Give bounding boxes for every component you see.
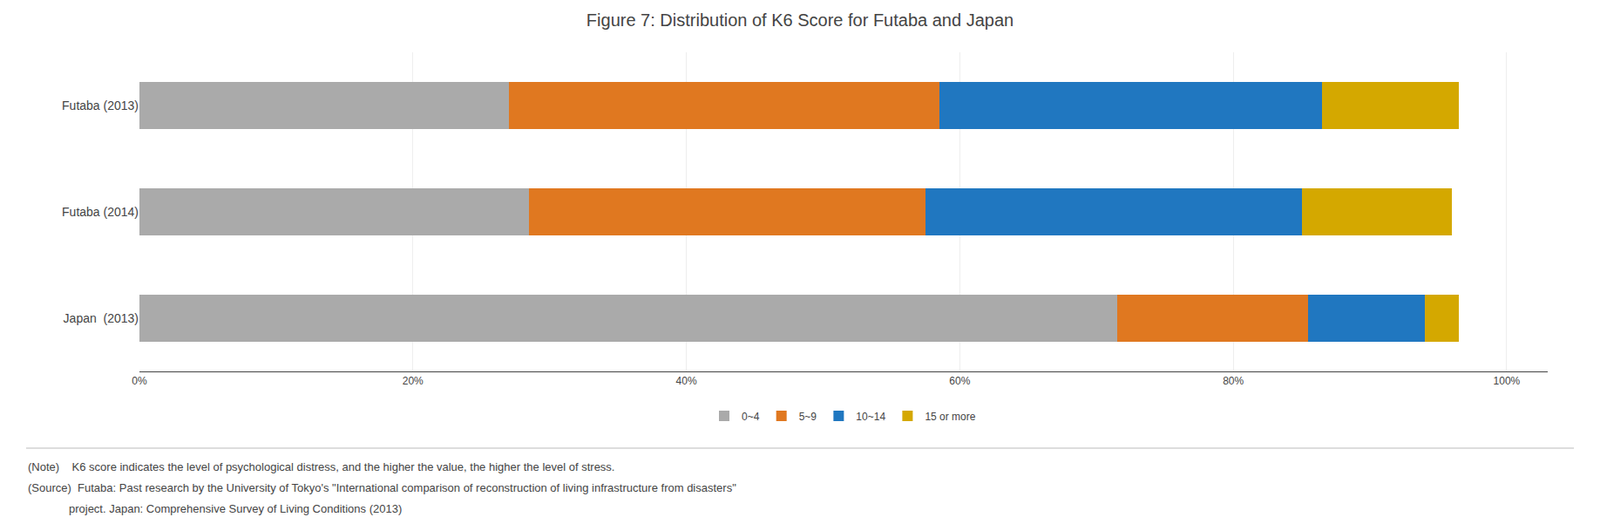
svg-text:Figure 7: Distribution of K6 S: Figure 7: Distribution of K6 Score for F…: [586, 10, 1014, 30]
svg-text:10~14: 10~14: [855, 410, 886, 423]
svg-text:(Note) K6 score indicates t: (Note) K6 score indicates the level of p…: [27, 460, 615, 474]
svg-text:(Source) Futaba: Past researc: (Source) Futaba: Past research by the Un…: [27, 481, 737, 495]
svg-text:project. Japan: Comprehensive: project. Japan: Comprehensive Survey of …: [27, 501, 402, 516]
svg-text:0~4: 0~4: [741, 410, 760, 423]
svg-text:Futaba (2014): Futaba (2014): [61, 204, 139, 219]
svg-text:100%: 100%: [1493, 374, 1521, 387]
svg-text:5~9: 5~9: [799, 410, 818, 423]
svg-text:20%: 20%: [402, 374, 424, 387]
svg-text:Futaba (2013): Futaba (2013): [61, 98, 139, 113]
svg-text:80%: 80%: [1222, 374, 1244, 387]
svg-text:60%: 60%: [949, 374, 970, 387]
svg-text:Japan (2013): Japan (2013): [63, 311, 139, 326]
svg-text:0%: 0%: [131, 374, 148, 387]
svg-text:40%: 40%: [676, 374, 698, 387]
svg-text:15 or more: 15 or more: [924, 410, 976, 423]
